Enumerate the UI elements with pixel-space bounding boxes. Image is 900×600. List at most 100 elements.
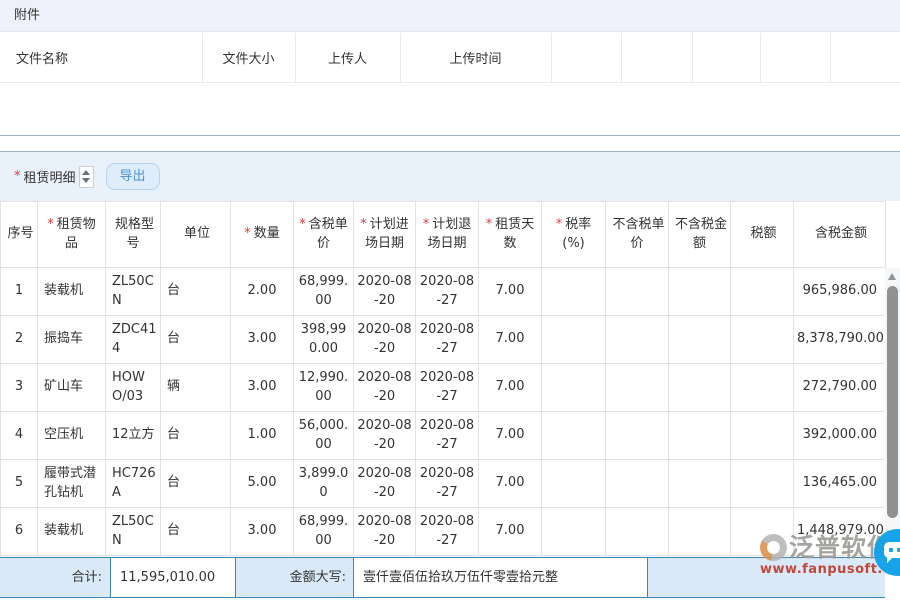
table-cell bbox=[730, 267, 794, 316]
col-label: 税额 bbox=[750, 226, 777, 242]
table-cell: 12立方 bbox=[105, 411, 161, 460]
table-cell bbox=[541, 315, 606, 364]
required-mark: * bbox=[422, 216, 430, 232]
col-plan-in-date: * 计划进场日期 bbox=[353, 201, 416, 268]
table-cell: 7.00 bbox=[478, 315, 542, 364]
table-cell: 7.00 bbox=[478, 363, 542, 412]
table-cell bbox=[541, 363, 606, 412]
col-amount-notax: 不含税金额 bbox=[668, 201, 731, 268]
amount-words-field[interactable]: 壹仟壹佰伍拾玖万伍仟零壹拾元整 bbox=[353, 558, 648, 597]
col-uploader: 上传人 bbox=[295, 33, 401, 83]
table-cell bbox=[668, 267, 731, 316]
table-row[interactable]: 3 矿山车 HOWO/03 辆 3.00 12,990.00 2020-08-2… bbox=[0, 363, 886, 412]
table-cell: 68,999.00 bbox=[293, 267, 354, 316]
table-cell bbox=[668, 507, 731, 556]
table-cell: 2020-08-20 bbox=[353, 315, 416, 364]
col-label: 数量 bbox=[253, 226, 280, 242]
col-item: * 租赁物品 bbox=[37, 201, 106, 268]
table-cell: 2020-08-27 bbox=[415, 363, 479, 412]
table-cell bbox=[668, 315, 731, 364]
table-cell: 2020-08-20 bbox=[353, 507, 416, 556]
amount-words-label: 金额大写: bbox=[289, 570, 346, 585]
col-tax-amount: 税额 bbox=[730, 201, 794, 268]
col-label: 税率(%) bbox=[562, 216, 592, 251]
vertical-scrollbar[interactable] bbox=[885, 268, 900, 558]
table-cell bbox=[605, 267, 669, 316]
table-cell: 2020-08-20 bbox=[353, 459, 416, 508]
table-cell: 2020-08-27 bbox=[415, 411, 479, 460]
table-cell: 2020-08-27 bbox=[415, 315, 479, 364]
table-cell: ZDC414 bbox=[105, 315, 161, 364]
table-row[interactable]: 1 装载机 ZL50CN 台 2.00 68,999.00 2020-08-20… bbox=[0, 267, 886, 316]
scrollbar-thumb[interactable] bbox=[887, 286, 898, 518]
table-cell: 392,000.00 bbox=[793, 411, 886, 460]
table-cell bbox=[541, 411, 606, 460]
table-cell: 7.00 bbox=[478, 411, 542, 460]
attachments-title: 附件 bbox=[0, 0, 900, 32]
table-cell bbox=[541, 507, 606, 556]
table-cell: 56,000.00 bbox=[293, 411, 354, 460]
col-empty-2 bbox=[621, 33, 693, 83]
table-row[interactable]: 6 装载机 ZL50CN 台 3.00 68,999.00 2020-08-20… bbox=[0, 507, 886, 556]
table-cell bbox=[730, 363, 794, 412]
col-label: 计划进场日期 bbox=[364, 216, 409, 251]
col-plan-out-date: * 计划退场日期 bbox=[415, 201, 479, 268]
table-cell: 装载机 bbox=[37, 507, 106, 556]
total-label: 合计: bbox=[71, 570, 102, 585]
required-mark: * bbox=[244, 226, 251, 242]
col-unit: 单位 bbox=[160, 201, 231, 268]
export-button[interactable]: 导出 bbox=[105, 163, 160, 190]
col-label: 含税单价 bbox=[308, 216, 348, 251]
col-empty-4 bbox=[760, 33, 831, 83]
table-cell bbox=[605, 459, 669, 508]
col-file-name: 文件名称 bbox=[0, 33, 203, 83]
col-label: 序号 bbox=[7, 226, 34, 242]
chat-eye-icon bbox=[889, 548, 893, 552]
sort-spinner[interactable] bbox=[78, 165, 94, 188]
table-cell: 2020-08-27 bbox=[415, 267, 479, 316]
table-cell: 装载机 bbox=[37, 267, 106, 316]
table-cell: 136,465.00 bbox=[793, 459, 886, 508]
total-amount-field[interactable]: 11,595,010.00 bbox=[110, 558, 236, 597]
spinner-down-icon[interactable] bbox=[82, 178, 91, 183]
spinner-up-icon[interactable] bbox=[82, 170, 91, 175]
chat-bubble-icon bbox=[884, 542, 900, 563]
table-cell bbox=[730, 507, 794, 556]
col-seq: 序号 bbox=[0, 201, 38, 268]
table-cell: ZL50CN bbox=[105, 507, 161, 556]
table-cell: 辆 bbox=[160, 363, 231, 412]
table-cell bbox=[730, 459, 794, 508]
table-row[interactable]: 4 空压机 12立方 台 1.00 56,000.00 2020-08-20 2… bbox=[0, 411, 886, 460]
table-cell bbox=[668, 411, 731, 460]
table-cell: 398,990.00 bbox=[293, 315, 354, 364]
table-cell: 2020-08-20 bbox=[353, 363, 416, 412]
table-cell: 272,790.00 bbox=[793, 363, 886, 412]
rental-table: 序号 * 租赁物品 规格型号 单位 * 数量 * 含税单价 * 计划进场日期 * 计划退场… bbox=[0, 201, 886, 556]
chat-icon[interactable] bbox=[874, 529, 900, 576]
table-cell: 12,990.00 bbox=[293, 363, 354, 412]
col-price-notax: 不含税单价 bbox=[605, 201, 669, 268]
scroll-up-icon[interactable] bbox=[888, 273, 896, 280]
table-cell bbox=[605, 315, 669, 364]
attachments-header-row: 文件名称 文件大小 上传人 上传时间 bbox=[0, 33, 900, 83]
table-cell: 矿山车 bbox=[37, 363, 106, 412]
col-empty-5 bbox=[830, 33, 900, 83]
table-cell: 7.00 bbox=[478, 267, 542, 316]
col-price-tax: * 含税单价 bbox=[293, 201, 354, 268]
col-label: 不含税单价 bbox=[612, 216, 665, 251]
col-label: 租赁天数 bbox=[495, 216, 535, 251]
table-cell bbox=[668, 363, 731, 412]
table-cell: 1.00 bbox=[230, 411, 294, 460]
table-cell: 2020-08-20 bbox=[353, 267, 416, 316]
rental-table-container: 序号 * 租赁物品 规格型号 单位 * 数量 * 含税单价 * 计划进场日期 * 计划退场… bbox=[0, 201, 886, 557]
table-row[interactable]: 5 履带式潜孔钻机 HC726A 台 5.00 3,899.00 2020-08… bbox=[0, 459, 886, 508]
summary-bar: 合计: 11,595,010.00 金额大写: 壹仟壹佰伍拾玖万伍仟零壹拾元整 bbox=[0, 557, 885, 598]
table-cell: 1 bbox=[0, 267, 38, 316]
rental-section-header: * 租赁明细 导出 bbox=[0, 152, 900, 201]
required-mark: * bbox=[485, 216, 493, 232]
col-upload-time: 上传时间 bbox=[400, 33, 552, 83]
table-row[interactable]: 2 振捣车 ZDC414 台 3.00 398,990.00 2020-08-2… bbox=[0, 315, 886, 364]
table-cell bbox=[541, 459, 606, 508]
table-cell: 3.00 bbox=[230, 507, 294, 556]
table-cell: 2 bbox=[0, 315, 38, 364]
